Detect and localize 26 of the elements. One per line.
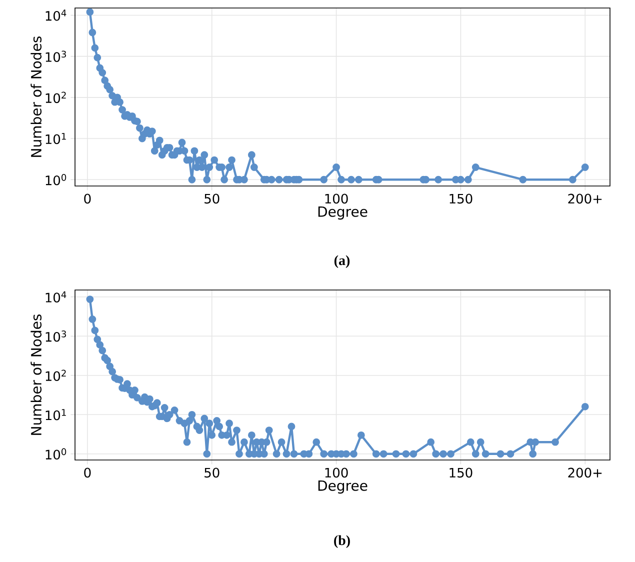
y-tick-label: 10$^{0}$ xyxy=(46,174,66,186)
x-tick-label: 150 xyxy=(450,468,472,478)
text: (b) xyxy=(334,535,350,548)
x-tick-label: 50 xyxy=(204,468,220,478)
x-axis-title: Degree xyxy=(318,480,368,494)
y-tick-label: 10$^{2}$ xyxy=(46,92,66,104)
x-tick-label: 0 xyxy=(84,468,91,478)
y-tick-label: 10$^{0}$ xyxy=(46,448,66,460)
y-tick-label: 10$^{1}$ xyxy=(46,132,66,144)
x-tick-label: 200+ xyxy=(568,194,602,204)
x-tick-label: 150 xyxy=(450,194,472,204)
text: (a) xyxy=(334,255,350,268)
x-tick-label: 200+ xyxy=(568,468,602,478)
x-tick-label: 100 xyxy=(325,194,348,204)
y-tick-label: 10$^{3}$ xyxy=(46,50,66,62)
y-axis-title: Number of Nodes xyxy=(30,314,42,435)
y-tick-label: 10$^{4}$ xyxy=(46,10,66,21)
y-tick-label: 10$^{3}$ xyxy=(46,330,66,342)
y-tick-label: 10$^{4}$ xyxy=(46,291,66,302)
x-axis-title: Degree xyxy=(318,206,368,220)
x-tick-label: 100 xyxy=(325,468,348,478)
y-axis-title: Number of Nodes xyxy=(30,36,42,157)
x-tick-label: 0 xyxy=(84,194,91,204)
x-tick-label: 50 xyxy=(204,194,220,204)
y-tick-label: 10$^{2}$ xyxy=(46,370,66,382)
y-tick-label: 10$^{1}$ xyxy=(46,409,66,420)
